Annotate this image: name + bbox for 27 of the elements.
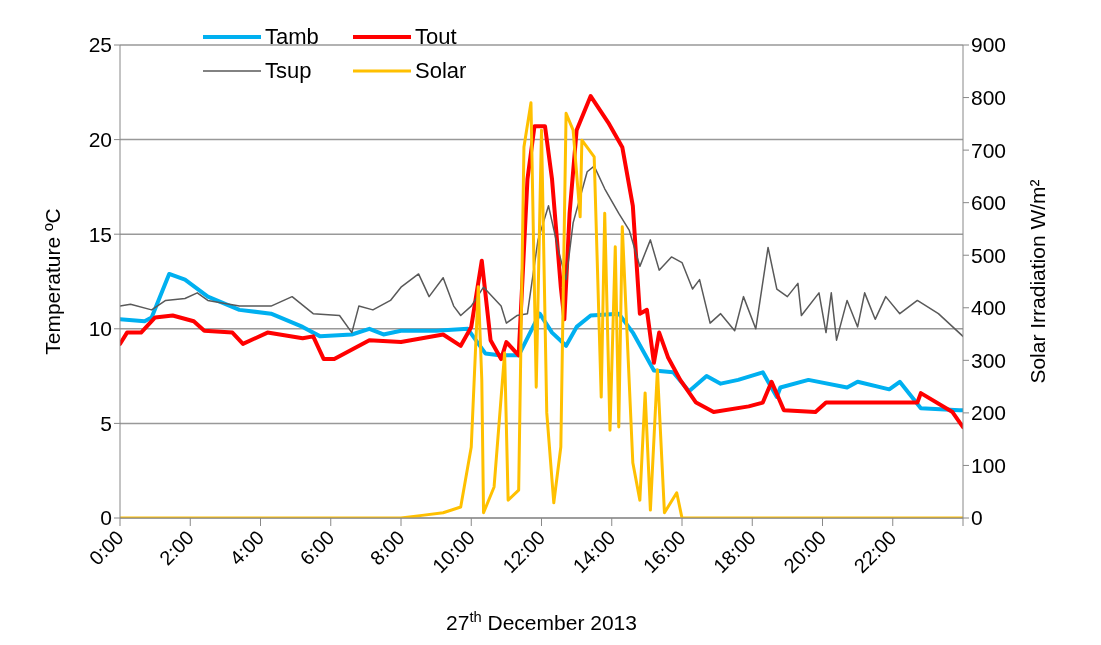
y2-tick-label: 500 bbox=[971, 243, 1007, 267]
y2-tick-label: 900 bbox=[971, 33, 1007, 57]
x-tick-label: 6:00 bbox=[295, 526, 339, 570]
legend-label: Tamb bbox=[265, 24, 319, 50]
y2-tick-label: 0 bbox=[971, 506, 983, 530]
y2-axis-title: Solar Irradiation W/m² bbox=[1025, 179, 1049, 384]
y-tick-label: 5 bbox=[100, 411, 112, 435]
x-axis-title: 27$^{th}$ December 2013 bbox=[446, 609, 637, 634]
legend-label: Solar bbox=[415, 58, 467, 84]
legend-label: Tsup bbox=[265, 58, 312, 84]
y2-tick-label: 300 bbox=[971, 348, 1007, 372]
y2-tick-label: 200 bbox=[971, 401, 1007, 425]
y2-tick-label: 700 bbox=[971, 138, 1007, 162]
y2-tick-label: 100 bbox=[971, 453, 1007, 477]
legend-label: Tout bbox=[415, 24, 457, 50]
x-tick-label: 4:00 bbox=[225, 526, 269, 570]
y-axis-title: Temperature ºC bbox=[40, 208, 64, 355]
y2-tick-label: 800 bbox=[971, 86, 1007, 110]
line-series bbox=[120, 165, 963, 341]
line-series bbox=[120, 94, 963, 430]
y2-tick-label: 400 bbox=[971, 296, 1007, 320]
y2-tick-label: 600 bbox=[971, 191, 1007, 215]
y-tick-label: 20 bbox=[88, 128, 112, 152]
y-tick-label: 10 bbox=[88, 317, 112, 341]
y-tick-label: 25 bbox=[88, 33, 112, 57]
y-tick-label: 15 bbox=[88, 222, 112, 246]
x-tick-label: 8:00 bbox=[365, 526, 409, 570]
